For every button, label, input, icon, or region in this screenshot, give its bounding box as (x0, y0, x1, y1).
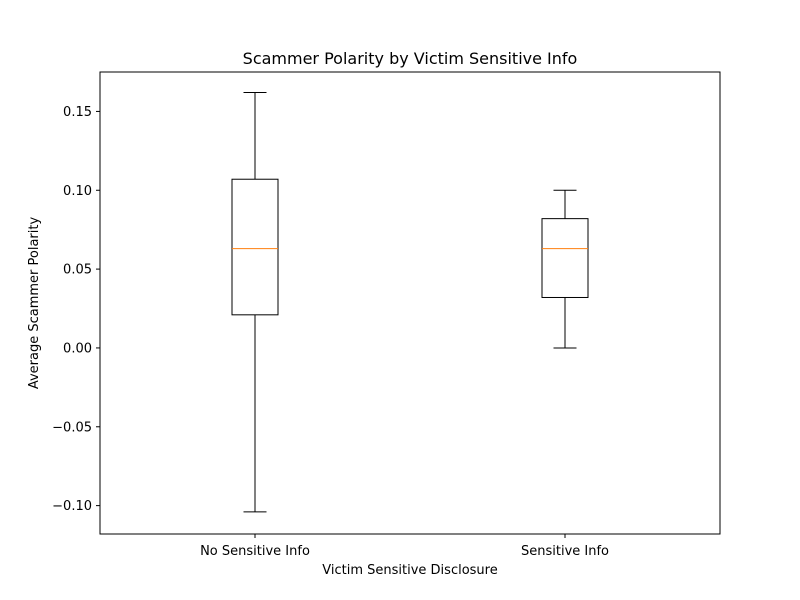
y-axis: −0.10 −0.05 0.00 0.05 0.10 0.15 (52, 105, 100, 514)
box-2 (541, 189, 589, 349)
y-axis-label: Average Scammer Polarity (27, 217, 42, 390)
x-tick-label: Sensitive Info (521, 544, 609, 559)
x-axis: No Sensitive Info Sensitive Info (200, 534, 609, 559)
box-1 (231, 91, 279, 513)
y-tick-label: 0.05 (63, 263, 92, 278)
y-tick-label: −0.10 (52, 499, 92, 514)
axes-frame (99, 71, 721, 535)
y-tick-label: 0.00 (63, 341, 92, 356)
box-iqr (541, 218, 589, 298)
plot-area (231, 91, 589, 513)
y-tick-label: 0.15 (63, 105, 92, 120)
x-axis-label: Victim Sensitive Disclosure (322, 563, 497, 578)
y-tick-label: −0.05 (52, 420, 92, 435)
y-tick-label: 0.10 (63, 184, 92, 199)
x-tick-label: No Sensitive Info (200, 544, 310, 559)
box-iqr (231, 178, 279, 316)
chart-title: Scammer Polarity by Victim Sensitive Inf… (243, 49, 578, 68)
